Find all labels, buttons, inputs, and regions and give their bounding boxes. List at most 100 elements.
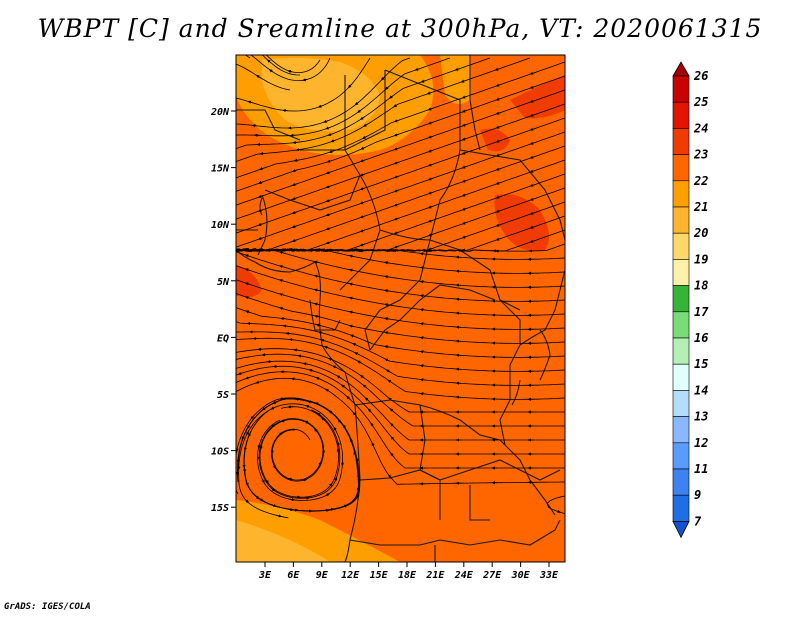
streamline-arrow (328, 482, 333, 488)
streamline-arrow (265, 479, 269, 485)
streamline-arrow (272, 463, 276, 470)
colorbar-swatch (672, 180, 690, 208)
streamline-arrow (279, 396, 285, 401)
streamline-arrow (461, 221, 467, 225)
colorbar-bottom-arrow (672, 521, 690, 539)
streamline-arrow (314, 427, 318, 433)
streamline-arrow (354, 352, 360, 356)
streamline-arrow (325, 171, 332, 175)
streamline-arrow (325, 241, 332, 245)
streamline-arrow (393, 189, 400, 193)
streamline (236, 251, 565, 302)
streamline-arrow (367, 408, 372, 413)
colorbar-label: 12 (694, 436, 708, 450)
streamline-arrow (529, 183, 535, 187)
colorbar-swatch (672, 128, 690, 155)
streamline (236, 371, 565, 469)
streamline (236, 57, 371, 112)
streamline-arrow (387, 379, 393, 384)
streamline-arrow (308, 369, 314, 373)
streamline-arrow (385, 369, 391, 373)
streamline-arrow (244, 282, 251, 286)
streamline-arrow (291, 196, 298, 200)
streamline-arrow (278, 293, 285, 297)
streamline-arrow (427, 107, 433, 111)
streamline-arrow (305, 405, 311, 409)
streamline (236, 145, 565, 252)
streamline-arrow (291, 210, 298, 214)
streamline-arrow (384, 86, 390, 91)
streamline-arrow (255, 495, 260, 500)
streamline-arrow (291, 169, 298, 173)
streamline-arrow (427, 121, 433, 125)
streamline-arrow (427, 163, 433, 167)
streamline-arrow (495, 167, 501, 171)
streamline-arrow (495, 139, 501, 143)
streamline-arrow (390, 452, 394, 458)
streamline (236, 348, 565, 413)
streamline-arrow (387, 397, 393, 402)
streamline-arrow (461, 193, 467, 197)
streamline-arrow (427, 247, 433, 251)
streamline-arrow (529, 169, 535, 173)
streamline-arrow (359, 243, 366, 247)
streamline-arrow (529, 239, 535, 243)
streamline-arrow (461, 151, 467, 155)
streamlines (236, 55, 565, 519)
streamline-arrow (371, 442, 375, 448)
streamline-arrow (529, 113, 535, 117)
streamline (236, 293, 565, 344)
streamline (546, 495, 565, 515)
streamline-arrow (495, 111, 501, 115)
streamline-arrow (287, 477, 294, 481)
streamline-arrow (388, 95, 394, 99)
streamline (236, 365, 565, 455)
streamline-arrow (266, 59, 272, 64)
streamline-arrow (313, 274, 320, 278)
streamline-arrow (278, 431, 283, 436)
lon-tick-label: 30E (511, 570, 531, 581)
streamline-arrow (279, 307, 285, 311)
streamline (244, 55, 251, 59)
streamline-arrow (313, 260, 320, 264)
streamline-arrow (244, 498, 249, 504)
streamline-arrow (327, 132, 333, 136)
streamline (236, 307, 565, 358)
streamline-arrow (384, 331, 390, 335)
streamline-arrow (354, 101, 360, 106)
streamline-arrow (495, 209, 501, 213)
streamline-arrow (287, 69, 293, 74)
streamline-arrow (336, 375, 342, 379)
map-frame (235, 54, 566, 563)
streamline-arrow (461, 165, 467, 169)
colorbar-swatch (672, 390, 690, 417)
streamline-arrow (495, 83, 501, 87)
streamline (236, 57, 451, 137)
streamline-arrow (323, 346, 330, 350)
lon-tick-label: 27E (482, 570, 502, 581)
lat-tick-label: EQ (217, 333, 229, 344)
streamline-arrow (331, 365, 338, 369)
streamline-arrow (291, 224, 298, 228)
colorbar-label: 15 (694, 357, 708, 371)
streamline-arrow (295, 148, 301, 152)
colorbar-swatch (672, 285, 690, 313)
colorbar-swatch (672, 337, 690, 365)
colorbar-label: 17 (694, 305, 709, 319)
lon-tick-label: 21E (425, 570, 445, 581)
streamline-arrow (255, 380, 261, 384)
streamline-arrow (359, 201, 366, 205)
streamline-arrow (461, 95, 467, 99)
streamline-arrow (393, 161, 400, 165)
streamline-arrow (461, 123, 467, 127)
streamline-arrow (324, 493, 330, 497)
country-borders (236, 55, 565, 562)
streamline-arrow (461, 109, 467, 113)
streamline-arrow (370, 422, 374, 428)
colorbar-label: 16 (694, 331, 708, 345)
streamline-arrow (529, 197, 535, 201)
streamline-arrow (461, 137, 467, 141)
streamline-arrow (316, 412, 322, 417)
colorbar-swatch (672, 442, 690, 470)
